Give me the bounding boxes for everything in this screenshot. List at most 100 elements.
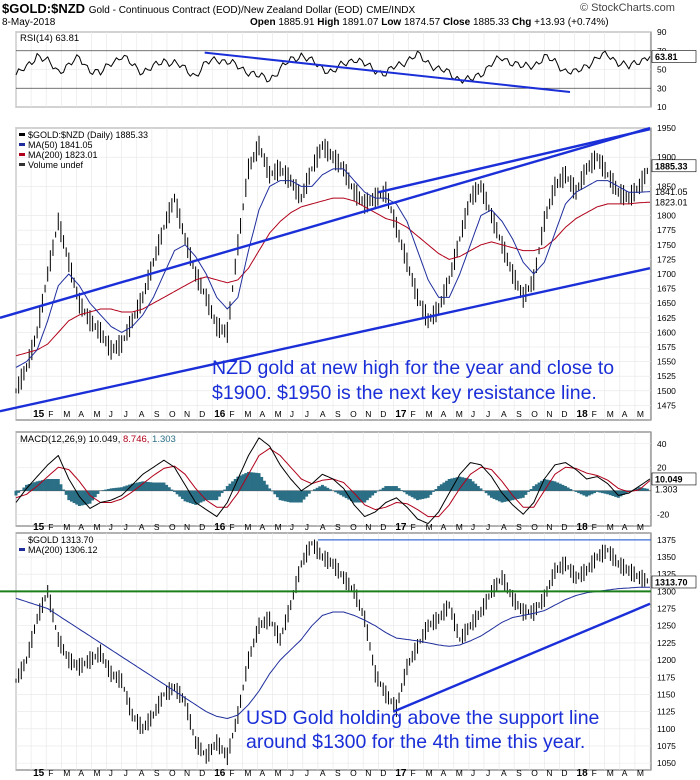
macd-histogram-bar — [561, 484, 565, 491]
gold-tick-label: 1350 — [657, 552, 676, 562]
credit: © StockCharts.com — [580, 2, 675, 14]
macd-histogram-bar — [268, 488, 272, 491]
gold-legend: $GOLD 1313.70 — [28, 535, 94, 545]
macd-histogram-bar — [487, 490, 491, 496]
gold-ma200-line — [15, 586, 650, 719]
macd-legend-part: 1.303 — [149, 434, 175, 445]
x-axis-label: J — [305, 768, 309, 778]
macd-histogram-bar — [17, 490, 21, 493]
macd-histogram-bar — [291, 490, 295, 503]
x-axis-label: N — [184, 768, 190, 778]
annotation-line: $1900. $1950 is the next key resistance … — [212, 382, 597, 404]
macd-histogram-bar — [93, 490, 97, 498]
x-axis-label: M — [426, 768, 433, 778]
macd-histogram-bar — [336, 490, 340, 494]
macd-histogram-bar — [532, 486, 536, 491]
macd-histogram-bar — [397, 488, 401, 491]
macd-histogram-bar — [640, 487, 644, 491]
macd-histogram-bar — [577, 490, 581, 494]
x-axis-label: F — [48, 409, 53, 419]
macd-histogram-bar — [178, 490, 182, 497]
macd-histogram-bar — [262, 480, 266, 491]
macd-histogram-bar — [130, 483, 134, 491]
x-axis-label: M — [275, 522, 282, 532]
x-axis-label: F — [229, 522, 234, 532]
macd-histogram-bar — [466, 478, 470, 491]
macd-histogram-bar — [313, 489, 317, 491]
x-axis-label: A — [320, 522, 326, 532]
macd-histogram-bar — [270, 490, 274, 492]
nzd-legend-entry: $GOLD:$NZD (Daily) 1885.33 — [28, 130, 148, 140]
x-axis-label: A — [78, 522, 84, 532]
macd-histogram-bar — [146, 481, 150, 491]
macd-histogram-bar — [239, 475, 243, 491]
macd-histogram-bar — [27, 483, 31, 491]
macd-histogram-bar — [249, 472, 253, 491]
x-axis-label: M — [637, 522, 644, 532]
x-axis-label: J — [124, 768, 128, 778]
x-axis-label: F — [229, 768, 234, 778]
macd-histogram-bar — [542, 479, 546, 491]
macd-histogram-bar — [204, 490, 208, 501]
annotation-line: USD Gold holding above the support line — [246, 707, 599, 729]
macd-histogram-bar — [439, 484, 443, 491]
x-axis-label: M — [93, 522, 100, 532]
x-axis-label: A — [501, 768, 507, 778]
macd-histogram-bar — [276, 490, 280, 498]
nzd-tick-label: 1900 — [657, 152, 676, 162]
x-axis-label: A — [622, 409, 628, 419]
rsi-legend: RSI(14) 63.81 — [20, 33, 79, 44]
macd-histogram-bar — [627, 490, 631, 492]
ma50-last-label: 1841.05 — [655, 187, 688, 197]
macd-histogram-bar — [151, 482, 155, 491]
macd-histogram-bar — [373, 490, 377, 494]
x-axis-label: J — [109, 522, 113, 532]
x-axis-label: D — [561, 409, 567, 419]
macd-histogram-bar — [112, 488, 116, 491]
x-axis-label: F — [410, 409, 415, 419]
macd-histogram-bar — [606, 490, 610, 495]
rsi-tick-label: 30 — [657, 83, 667, 93]
macd-histogram-bar — [381, 487, 385, 491]
macd-histogram-bar — [455, 477, 459, 491]
legend-swatch — [19, 133, 25, 136]
x-axis-label: A — [78, 409, 84, 419]
trend-line — [0, 126, 651, 319]
last-value-tag — [651, 159, 697, 173]
x-axis-label: S — [154, 409, 160, 419]
annotation-line: around $1300 for the 4th time this year. — [246, 731, 585, 753]
annotation-line: NZD gold at new high for the year and cl… — [212, 357, 614, 379]
low-label: Low — [381, 17, 402, 28]
macd-legend: MACD(12,26,9) 10.049, 8.746, 1.303 — [20, 434, 176, 445]
macd-histogram-bar — [426, 490, 430, 498]
x-axis-label: N — [365, 768, 371, 778]
macd-histogram-bar — [368, 490, 372, 498]
macd-histogram-bar — [220, 490, 224, 494]
macd-histogram-bar — [180, 490, 184, 499]
macd-histogram-bar — [474, 483, 478, 491]
x-axis-label: A — [320, 768, 326, 778]
legend-swatch — [19, 143, 25, 146]
macd-histogram-bar — [513, 490, 517, 500]
macd-histogram-bar — [162, 482, 166, 491]
macd-histogram-bar — [299, 490, 303, 503]
macd-legend-part: MACD(12,26,9) 10.049, — [20, 434, 120, 445]
macd-histogram-bar — [75, 490, 79, 505]
macd-histogram-bar — [508, 490, 512, 501]
macd-line — [15, 437, 651, 525]
macd-histogram-bar — [622, 490, 626, 495]
macd-histogram-bar — [442, 482, 446, 491]
rsi-tick-label: 10 — [657, 102, 667, 112]
gold-tick-label: 1075 — [657, 741, 676, 751]
last-value-tag — [651, 575, 697, 589]
macd-histogram-bar — [534, 484, 538, 491]
x-axis-label: S — [154, 522, 160, 532]
macd-histogram-bar — [56, 479, 60, 491]
macd-histogram-bar — [286, 490, 290, 502]
rsi-trend-line — [204, 51, 571, 93]
macd-histogram-bar — [157, 482, 161, 491]
macd-histogram-bar — [519, 490, 523, 499]
macd-histogram-bar — [114, 487, 118, 491]
nzd-tick-label: 1600 — [657, 327, 676, 337]
macd-histogram-bar — [122, 486, 126, 491]
